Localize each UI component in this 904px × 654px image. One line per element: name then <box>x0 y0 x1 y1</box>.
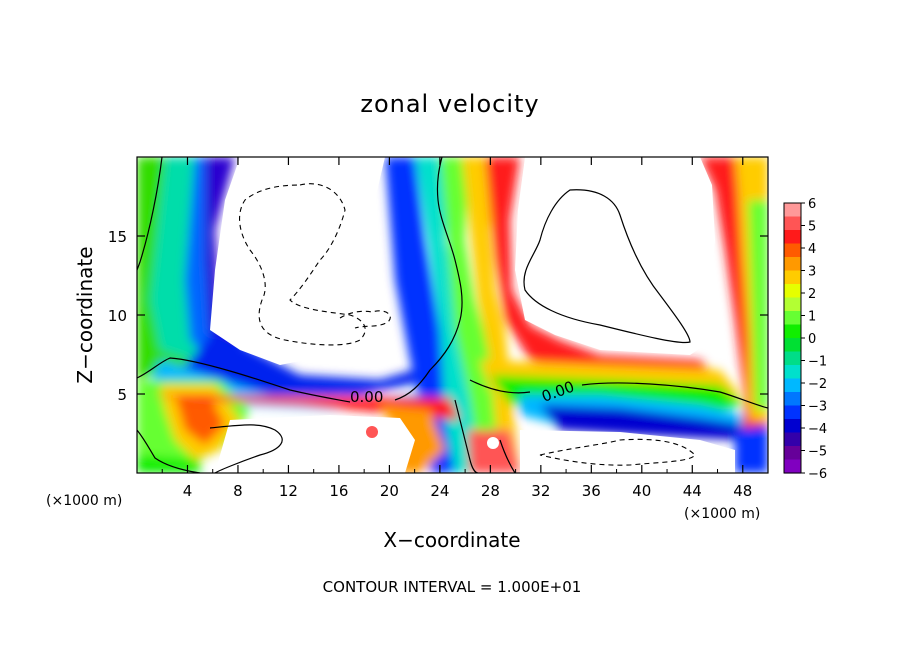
colorbar-tick-label: 0 <box>808 332 816 347</box>
colorbar-swatch <box>784 284 801 299</box>
colorbar-tick-label: 5 <box>808 220 816 235</box>
colorbar-tick-label: −5 <box>808 445 827 460</box>
colorbar-swatch <box>784 446 801 461</box>
colorbar-swatch <box>784 324 801 339</box>
colorbar-tick-label: 3 <box>808 265 816 280</box>
colorbar-swatch <box>784 351 801 366</box>
colorbar-swatch <box>784 378 801 393</box>
x-tick-label: 28 <box>481 482 500 500</box>
y-axis: 5 10 15 <box>108 228 768 404</box>
colorbar-swatch <box>784 216 801 231</box>
x-tick-label: 16 <box>329 482 348 500</box>
colorbar-tick-label: 4 <box>808 242 816 257</box>
colorbar-tick-label: 2 <box>808 287 816 302</box>
colorbar-swatch <box>784 392 801 407</box>
y-axis-label: Z−coordinate <box>73 246 97 383</box>
colorbar-swatch <box>784 459 801 474</box>
colorbar-swatch <box>784 432 801 447</box>
colorbar-tick-label: 6 <box>808 197 816 212</box>
colorbar-swatch <box>784 311 801 326</box>
velocity-field <box>137 157 768 473</box>
x-axis-label: X−coordinate <box>383 528 520 552</box>
chart-title: zonal velocity <box>360 90 539 118</box>
colorbar-tick-label: 1 <box>808 310 816 325</box>
colorbar-swatch <box>784 230 801 245</box>
colorbar-swatch <box>784 419 801 434</box>
x-tick-label: 4 <box>183 482 193 500</box>
x-tick-label: 24 <box>430 482 449 500</box>
colorbar-tick-label: −6 <box>808 467 827 482</box>
x-tick-label: 40 <box>632 482 651 500</box>
contour-label-1: 0.00 <box>350 388 383 406</box>
colorbar-swatch <box>784 338 801 353</box>
colorbar-swatch <box>784 270 801 285</box>
y-tick-label: 5 <box>117 386 127 404</box>
colorbar-tick-label: −4 <box>808 422 827 437</box>
colorbar-swatch <box>784 297 801 312</box>
x-tick-label: 48 <box>733 482 752 500</box>
x-axis: 4 8 12 16 20 24 28 32 36 40 44 48 <box>161 157 752 500</box>
x-tick-label: 8 <box>233 482 243 500</box>
colorbar-tick-label: −2 <box>808 377 827 392</box>
colorbar-tick-label: −1 <box>808 355 827 370</box>
x-axis-unit-left: (×1000 m) <box>46 493 122 509</box>
colorbar-swatch <box>784 405 801 420</box>
negative-contour-lines <box>239 183 696 466</box>
contour-lines <box>137 157 768 473</box>
x-tick-label: 12 <box>279 482 298 500</box>
x-axis-unit-right: (×1000 m) <box>684 506 760 522</box>
contour-interval-note: CONTOUR INTERVAL = 1.000E+01 <box>323 578 582 596</box>
y-tick-label: 10 <box>108 307 127 325</box>
y-tick-label: 15 <box>108 228 127 246</box>
colorbar-tick-label: −3 <box>808 400 827 415</box>
colorbar-ticks: 6 5 4 3 2 1 0 −1 −2 −3 −4 −5 −6 <box>801 197 827 482</box>
colorbar <box>783 202 802 474</box>
colorbar-swatch <box>784 243 801 258</box>
colorbar-swatch <box>784 257 801 272</box>
x-tick-label: 32 <box>531 482 550 500</box>
x-tick-label: 20 <box>380 482 399 500</box>
colorbar-swatch <box>784 365 801 380</box>
x-tick-label: 44 <box>683 482 702 500</box>
x-tick-label: 36 <box>582 482 601 500</box>
colorbar-swatch <box>784 203 801 218</box>
